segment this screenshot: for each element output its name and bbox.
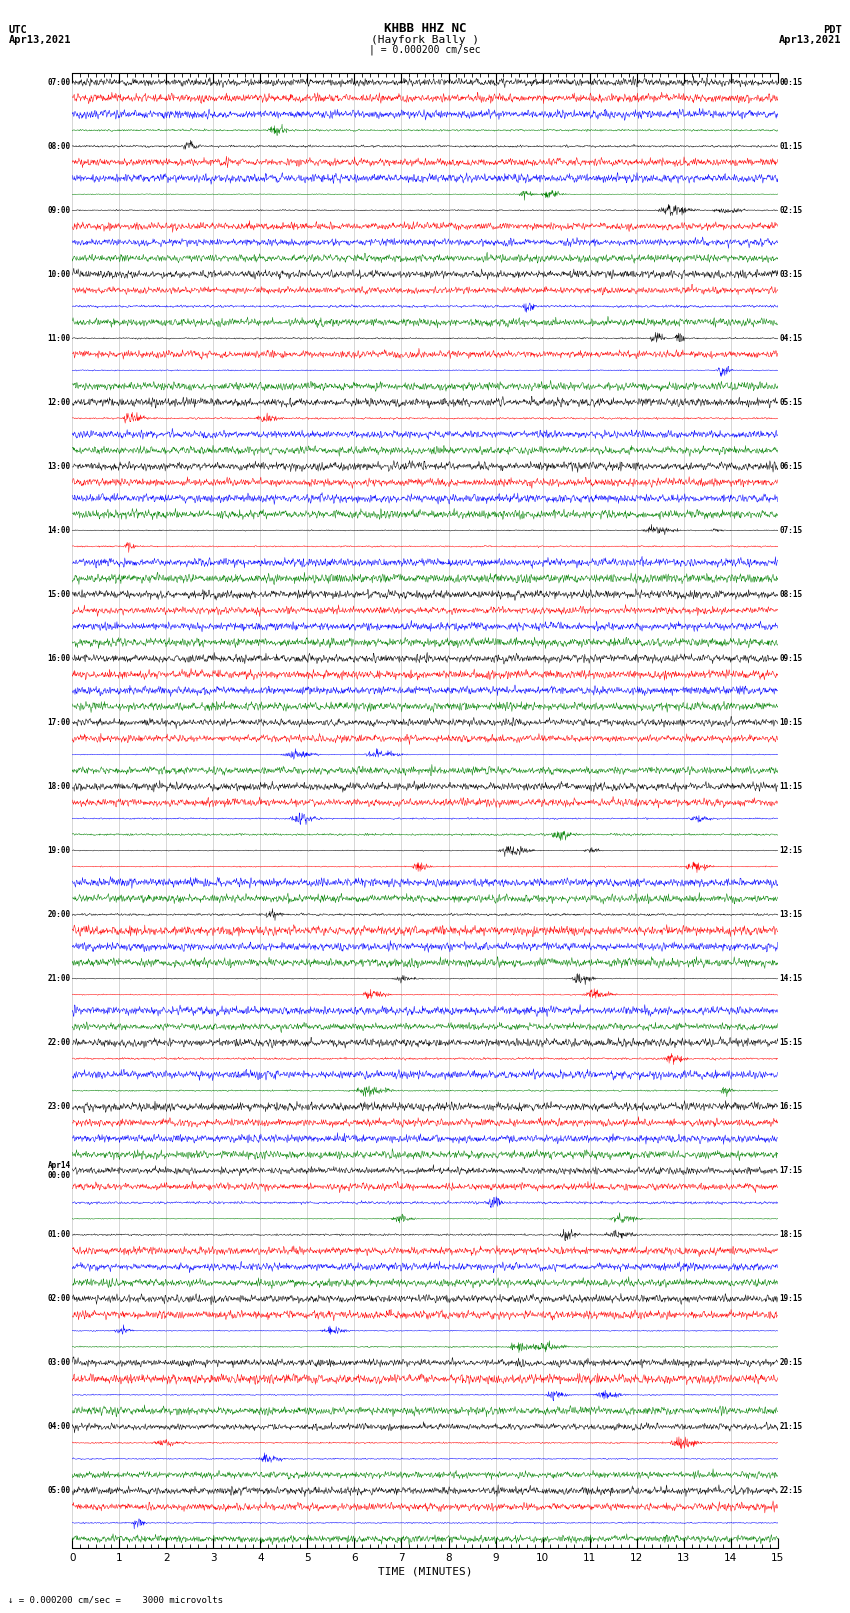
Text: 06:15: 06:15 <box>779 461 802 471</box>
Text: 23:00: 23:00 <box>48 1102 71 1111</box>
Text: 15:15: 15:15 <box>779 1039 802 1047</box>
Text: 14:00: 14:00 <box>48 526 71 536</box>
Text: 14:15: 14:15 <box>779 974 802 982</box>
Text: 15:00: 15:00 <box>48 590 71 598</box>
Text: Apr14
00:00: Apr14 00:00 <box>48 1161 71 1181</box>
Text: 10:15: 10:15 <box>779 718 802 727</box>
Text: 11:15: 11:15 <box>779 782 802 790</box>
Text: 22:00: 22:00 <box>48 1039 71 1047</box>
Text: 05:15: 05:15 <box>779 398 802 406</box>
Text: 12:00: 12:00 <box>48 398 71 406</box>
Text: 04:15: 04:15 <box>779 334 802 344</box>
Text: 03:15: 03:15 <box>779 269 802 279</box>
Text: Apr13,2021: Apr13,2021 <box>779 35 842 45</box>
Text: 00:15: 00:15 <box>779 77 802 87</box>
Text: 02:00: 02:00 <box>48 1294 71 1303</box>
Text: 20:15: 20:15 <box>779 1358 802 1368</box>
Text: 20:00: 20:00 <box>48 910 71 919</box>
Text: 17:15: 17:15 <box>779 1166 802 1176</box>
Text: | = 0.000200 cm/sec: | = 0.000200 cm/sec <box>369 44 481 55</box>
Text: ↓ = 0.000200 cm/sec =    3000 microvolts: ↓ = 0.000200 cm/sec = 3000 microvolts <box>8 1595 224 1605</box>
Text: 04:00: 04:00 <box>48 1423 71 1431</box>
Text: 09:15: 09:15 <box>779 653 802 663</box>
Text: 17:00: 17:00 <box>48 718 71 727</box>
Text: PDT: PDT <box>823 24 842 35</box>
Text: 22:15: 22:15 <box>779 1486 802 1495</box>
Text: 13:15: 13:15 <box>779 910 802 919</box>
Text: 07:15: 07:15 <box>779 526 802 536</box>
Text: 21:00: 21:00 <box>48 974 71 982</box>
Text: 05:00: 05:00 <box>48 1486 71 1495</box>
Text: 11:00: 11:00 <box>48 334 71 344</box>
Text: 16:00: 16:00 <box>48 653 71 663</box>
Text: 21:15: 21:15 <box>779 1423 802 1431</box>
Text: Apr13,2021: Apr13,2021 <box>8 35 71 45</box>
X-axis label: TIME (MINUTES): TIME (MINUTES) <box>377 1566 473 1578</box>
Text: 16:15: 16:15 <box>779 1102 802 1111</box>
Text: 08:00: 08:00 <box>48 142 71 150</box>
Text: UTC: UTC <box>8 24 27 35</box>
Text: (Hayfork Bally ): (Hayfork Bally ) <box>371 35 479 45</box>
Text: 13:00: 13:00 <box>48 461 71 471</box>
Text: 19:00: 19:00 <box>48 847 71 855</box>
Text: 01:00: 01:00 <box>48 1231 71 1239</box>
Text: 18:15: 18:15 <box>779 1231 802 1239</box>
Text: 19:15: 19:15 <box>779 1294 802 1303</box>
Text: 09:00: 09:00 <box>48 206 71 215</box>
Text: 10:00: 10:00 <box>48 269 71 279</box>
Text: 03:00: 03:00 <box>48 1358 71 1368</box>
Text: 07:00: 07:00 <box>48 77 71 87</box>
Text: KHBB HHZ NC: KHBB HHZ NC <box>383 21 467 35</box>
Text: 12:15: 12:15 <box>779 847 802 855</box>
Text: 01:15: 01:15 <box>779 142 802 150</box>
Text: 08:15: 08:15 <box>779 590 802 598</box>
Text: 18:00: 18:00 <box>48 782 71 790</box>
Text: 02:15: 02:15 <box>779 206 802 215</box>
